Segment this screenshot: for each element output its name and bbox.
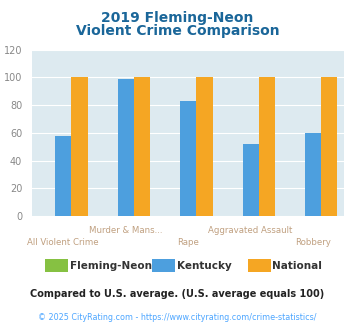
Text: National: National (273, 261, 322, 271)
Text: Fleming-Neon: Fleming-Neon (70, 261, 152, 271)
Bar (134, 77, 150, 216)
Text: All Violent Crime: All Violent Crime (27, 238, 99, 248)
Text: Kentucky: Kentucky (177, 261, 231, 271)
Bar (196, 77, 213, 216)
Bar (180, 101, 196, 216)
Bar (242, 144, 259, 216)
Text: Murder & Mans...: Murder & Mans... (89, 226, 163, 235)
Bar (55, 136, 71, 216)
Text: Aggravated Assault: Aggravated Assault (208, 226, 293, 235)
Bar (259, 77, 275, 216)
Bar (305, 133, 321, 216)
Text: Robbery: Robbery (295, 238, 331, 248)
Text: Rape: Rape (177, 238, 199, 248)
Text: © 2025 CityRating.com - https://www.cityrating.com/crime-statistics/: © 2025 CityRating.com - https://www.city… (38, 313, 317, 322)
Text: 2019 Fleming-Neon: 2019 Fleming-Neon (101, 11, 254, 24)
Text: Violent Crime Comparison: Violent Crime Comparison (76, 24, 279, 38)
Text: Compared to U.S. average. (U.S. average equals 100): Compared to U.S. average. (U.S. average … (31, 289, 324, 299)
Bar (71, 77, 88, 216)
Bar (118, 79, 134, 216)
Bar (321, 77, 338, 216)
